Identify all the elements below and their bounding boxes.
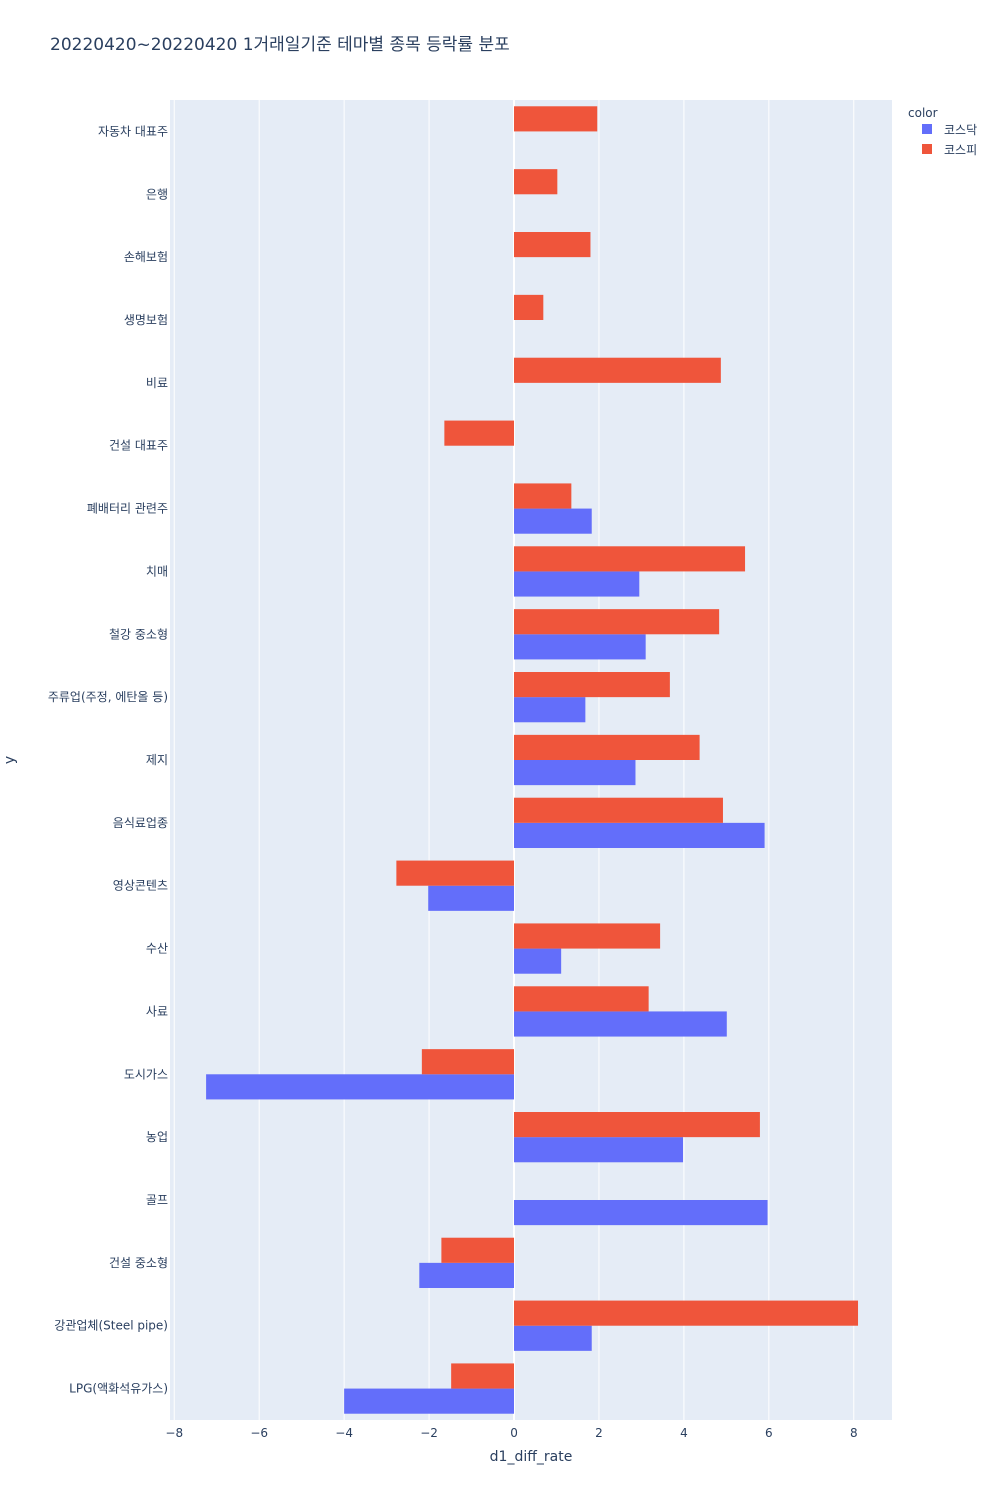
y-tick-label: 제지 — [146, 753, 168, 767]
legend: color 코스닥 코스피 — [908, 106, 977, 157]
bar-kospi[interactable] — [514, 986, 649, 1012]
bar-kospi[interactable] — [514, 797, 723, 823]
y-tick-label: 음식료업종 — [113, 816, 168, 830]
bar-kosdaq[interactable] — [514, 948, 562, 974]
bar-kospi[interactable] — [514, 734, 700, 760]
bar-kospi[interactable] — [396, 860, 515, 886]
bar-kospi[interactable] — [441, 1237, 515, 1263]
y-tick-label: LPG(액화석유가스) — [69, 1382, 168, 1396]
bar-kosdaq[interactable] — [514, 508, 592, 534]
bar-kospi[interactable] — [514, 546, 746, 572]
y-tick-label: 은행 — [146, 186, 168, 201]
bar-kosdaq[interactable] — [419, 1262, 515, 1288]
bar-kospi[interactable] — [514, 357, 721, 383]
bar-kospi[interactable] — [514, 294, 544, 320]
bar-kosdaq[interactable] — [514, 760, 636, 786]
bar-kosdaq[interactable] — [514, 1325, 592, 1351]
y-tick-label: 주류업(주정, 에탄올 등) — [48, 690, 168, 704]
x-tick-label: 2 — [595, 1426, 603, 1440]
bar-kosdaq[interactable] — [206, 1074, 515, 1100]
y-tick-label: 철강 중소형 — [109, 627, 168, 641]
x-tick-label: −2 — [420, 1426, 438, 1440]
legend-title: color — [908, 106, 938, 120]
y-tick-label: 수산 — [146, 942, 168, 956]
legend-label-kospi[interactable]: 코스피 — [944, 143, 977, 157]
bar-kospi[interactable] — [514, 609, 720, 635]
x-tick-label: −4 — [335, 1426, 353, 1440]
y-tick-label: 골프 — [146, 1193, 168, 1207]
chart-title: 20220420~20220420 1거래일기준 테마별 종목 등락률 분포 — [50, 35, 510, 55]
bar-kospi[interactable] — [514, 169, 558, 195]
y-tick-label: 건설 중소형 — [109, 1256, 168, 1270]
x-tick-label: 6 — [765, 1426, 773, 1440]
bar-kospi[interactable] — [514, 672, 670, 698]
bar-kospi[interactable] — [514, 232, 591, 258]
bar-kospi[interactable] — [514, 106, 598, 132]
x-tick-labels: −8 −6 −4 −2 0 2 4 6 8 — [165, 1426, 857, 1440]
bar-kospi[interactable] — [514, 1112, 760, 1138]
y-tick-label: 자동차 대표주 — [98, 124, 168, 138]
bar-kosdaq[interactable] — [514, 1011, 727, 1037]
y-tick-label: 도시가스 — [124, 1067, 168, 1081]
bar-kospi[interactable] — [514, 1300, 859, 1326]
bar-kosdaq[interactable] — [514, 1200, 768, 1226]
y-tick-label: 사료 — [146, 1004, 168, 1018]
y-tick-label: 손해보험 — [124, 250, 168, 264]
y-tick-label: 치매 — [146, 564, 168, 578]
y-tick-label: 건설 대표주 — [109, 439, 168, 453]
bar-kospi[interactable] — [421, 1049, 515, 1075]
bar-kosdaq[interactable] — [344, 1388, 515, 1414]
legend-label-kosdaq[interactable]: 코스닥 — [944, 123, 977, 137]
y-tick-label: 강관업체(Steel pipe) — [54, 1319, 168, 1333]
x-tick-label: 4 — [680, 1426, 688, 1440]
y-tick-label: 농업 — [146, 1130, 168, 1144]
y-tick-label: 생명보험 — [124, 313, 168, 327]
y-tick-label: 영상콘텐츠 — [113, 879, 168, 893]
y-axis-title: y — [2, 756, 18, 764]
bar-kosdaq[interactable] — [514, 634, 646, 660]
bar-kospi[interactable] — [451, 1363, 515, 1389]
y-tick-label: 비료 — [146, 376, 168, 390]
y-tick-label: 폐배터리 관련주 — [87, 502, 168, 516]
bar-kospi[interactable] — [514, 483, 572, 509]
x-tick-label: −8 — [165, 1426, 183, 1440]
bar-kospi[interactable] — [444, 420, 515, 446]
bar-kosdaq[interactable] — [514, 1137, 684, 1163]
x-tick-label: −6 — [250, 1426, 268, 1440]
bar-kosdaq[interactable] — [428, 885, 515, 911]
bar-kosdaq[interactable] — [514, 571, 640, 597]
x-tick-label: 0 — [510, 1426, 518, 1440]
legend-swatch-kosdaq[interactable] — [922, 124, 932, 134]
bar-kosdaq[interactable] — [514, 822, 765, 848]
bar-kospi[interactable] — [514, 923, 661, 949]
bars — [206, 106, 859, 1414]
legend-swatch-kospi[interactable] — [922, 144, 932, 154]
x-tick-label: 8 — [850, 1426, 858, 1440]
bar-kosdaq[interactable] — [514, 697, 586, 723]
x-axis-title: d1_diff_rate — [490, 1449, 573, 1465]
